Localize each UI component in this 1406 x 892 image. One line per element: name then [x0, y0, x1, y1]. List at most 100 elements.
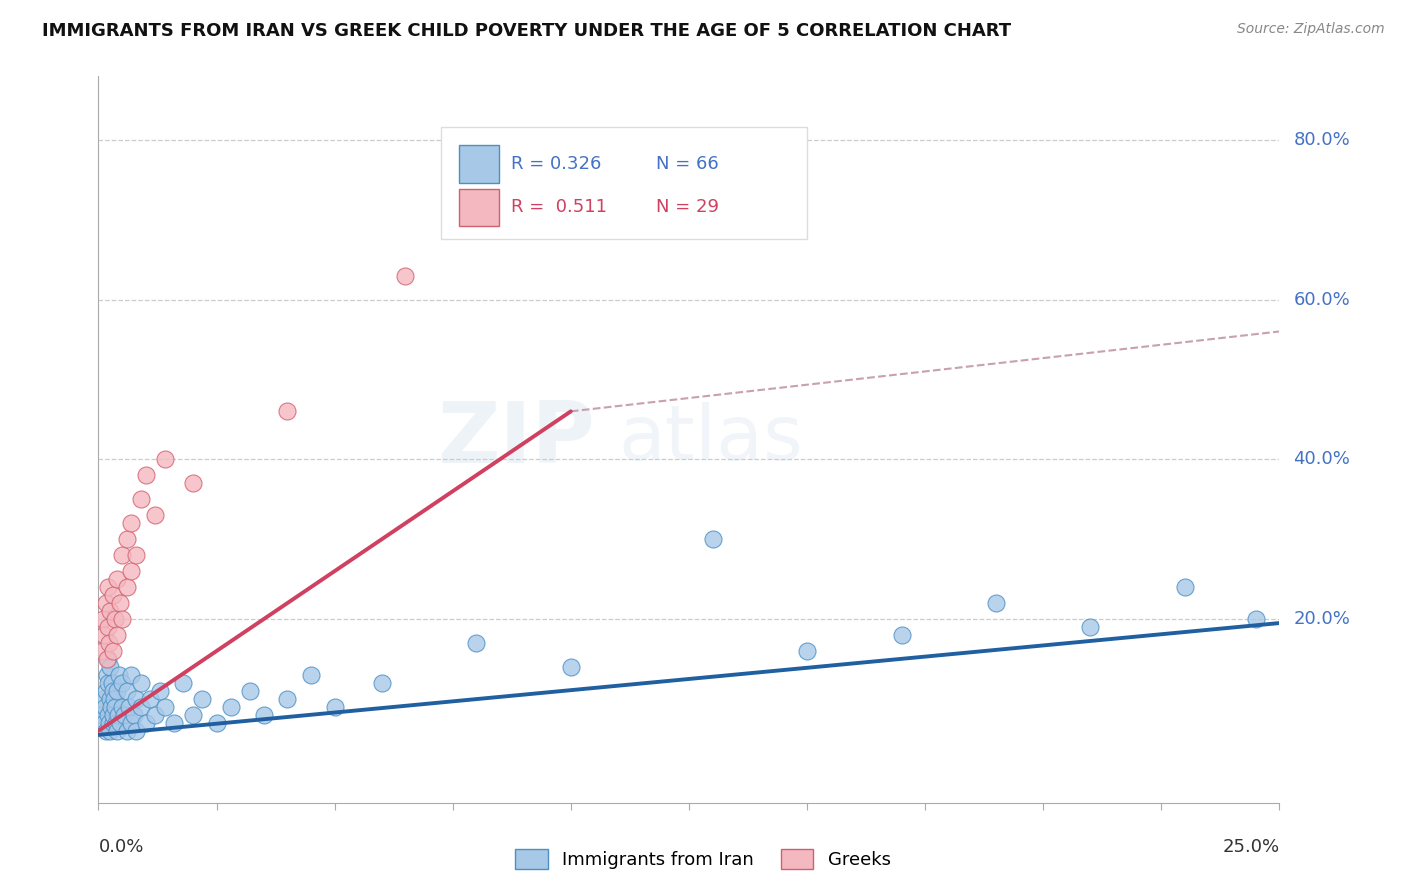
- Point: [108, 668, 131, 682]
- Point: [796, 644, 818, 658]
- Point: [1080, 620, 1102, 634]
- Point: [111, 612, 134, 626]
- Point: [135, 468, 157, 483]
- Point: [96, 652, 118, 666]
- Point: [93, 628, 115, 642]
- Text: ZIP: ZIP: [437, 398, 595, 481]
- Point: [115, 532, 138, 546]
- Point: [153, 700, 176, 714]
- Point: [181, 707, 204, 722]
- Point: [121, 668, 143, 682]
- FancyBboxPatch shape: [441, 127, 807, 239]
- Text: 60.0%: 60.0%: [1294, 291, 1350, 309]
- Text: IMMIGRANTS FROM IRAN VS GREEK CHILD POVERTY UNDER THE AGE OF 5 CORRELATION CHART: IMMIGRANTS FROM IRAN VS GREEK CHILD POVE…: [42, 22, 1011, 40]
- Point: [98, 660, 121, 674]
- Point: [239, 684, 262, 698]
- Text: 80.0%: 80.0%: [1294, 131, 1350, 149]
- Point: [91, 612, 114, 626]
- Point: [91, 692, 114, 706]
- Point: [93, 715, 115, 730]
- Point: [163, 715, 186, 730]
- Point: [97, 620, 120, 634]
- Point: [94, 684, 117, 698]
- Text: Source: ZipAtlas.com: Source: ZipAtlas.com: [1237, 22, 1385, 37]
- Point: [111, 700, 134, 714]
- Point: [98, 723, 121, 738]
- Point: [105, 723, 128, 738]
- Point: [125, 692, 148, 706]
- Point: [125, 548, 148, 562]
- Point: [118, 700, 141, 714]
- Point: [984, 596, 1007, 610]
- Point: [371, 676, 394, 690]
- Point: [135, 715, 157, 730]
- Point: [129, 700, 152, 714]
- Point: [205, 715, 228, 730]
- Point: [125, 723, 148, 738]
- Text: N = 29: N = 29: [655, 198, 718, 217]
- Point: [108, 596, 131, 610]
- Point: [96, 668, 118, 682]
- Point: [121, 516, 143, 531]
- FancyBboxPatch shape: [458, 188, 499, 227]
- Point: [276, 404, 298, 418]
- Point: [100, 676, 122, 690]
- Point: [105, 628, 128, 642]
- Point: [299, 668, 322, 682]
- Point: [115, 723, 138, 738]
- Point: [181, 476, 204, 491]
- Text: N = 66: N = 66: [655, 155, 718, 173]
- Point: [101, 684, 124, 698]
- FancyBboxPatch shape: [458, 145, 499, 183]
- Point: [129, 676, 152, 690]
- Point: [129, 492, 152, 507]
- Point: [702, 532, 724, 546]
- Point: [1244, 612, 1267, 626]
- Point: [111, 676, 134, 690]
- Point: [122, 707, 145, 722]
- Point: [97, 707, 120, 722]
- Point: [111, 548, 134, 562]
- Point: [143, 508, 166, 523]
- Point: [98, 604, 121, 618]
- Point: [104, 700, 127, 714]
- Point: [143, 707, 166, 722]
- Point: [101, 644, 124, 658]
- Point: [97, 715, 120, 730]
- Point: [253, 707, 276, 722]
- Point: [101, 715, 124, 730]
- Point: [100, 700, 122, 714]
- Point: [560, 660, 582, 674]
- Point: [101, 588, 124, 602]
- Point: [97, 580, 120, 594]
- Point: [108, 715, 131, 730]
- Point: [105, 572, 128, 586]
- Point: [121, 564, 143, 578]
- Point: [97, 676, 120, 690]
- Point: [172, 676, 194, 690]
- Point: [94, 596, 117, 610]
- Point: [105, 715, 128, 730]
- Point: [94, 700, 117, 714]
- Point: [121, 715, 143, 730]
- Text: 20.0%: 20.0%: [1294, 610, 1350, 628]
- Text: 25.0%: 25.0%: [1222, 838, 1279, 855]
- Point: [91, 644, 114, 658]
- Point: [103, 692, 125, 706]
- Point: [97, 636, 120, 650]
- Text: R = 0.326: R = 0.326: [510, 155, 600, 173]
- Point: [107, 707, 129, 722]
- Point: [139, 692, 162, 706]
- Point: [104, 612, 127, 626]
- Point: [91, 707, 114, 722]
- Text: 0.0%: 0.0%: [98, 838, 143, 855]
- Point: [153, 452, 176, 467]
- Point: [1174, 580, 1197, 594]
- Text: atlas: atlas: [619, 402, 803, 476]
- Text: R =  0.511: R = 0.511: [510, 198, 606, 217]
- Point: [112, 707, 135, 722]
- Point: [101, 707, 124, 722]
- Point: [115, 684, 138, 698]
- Point: [890, 628, 912, 642]
- Point: [323, 700, 346, 714]
